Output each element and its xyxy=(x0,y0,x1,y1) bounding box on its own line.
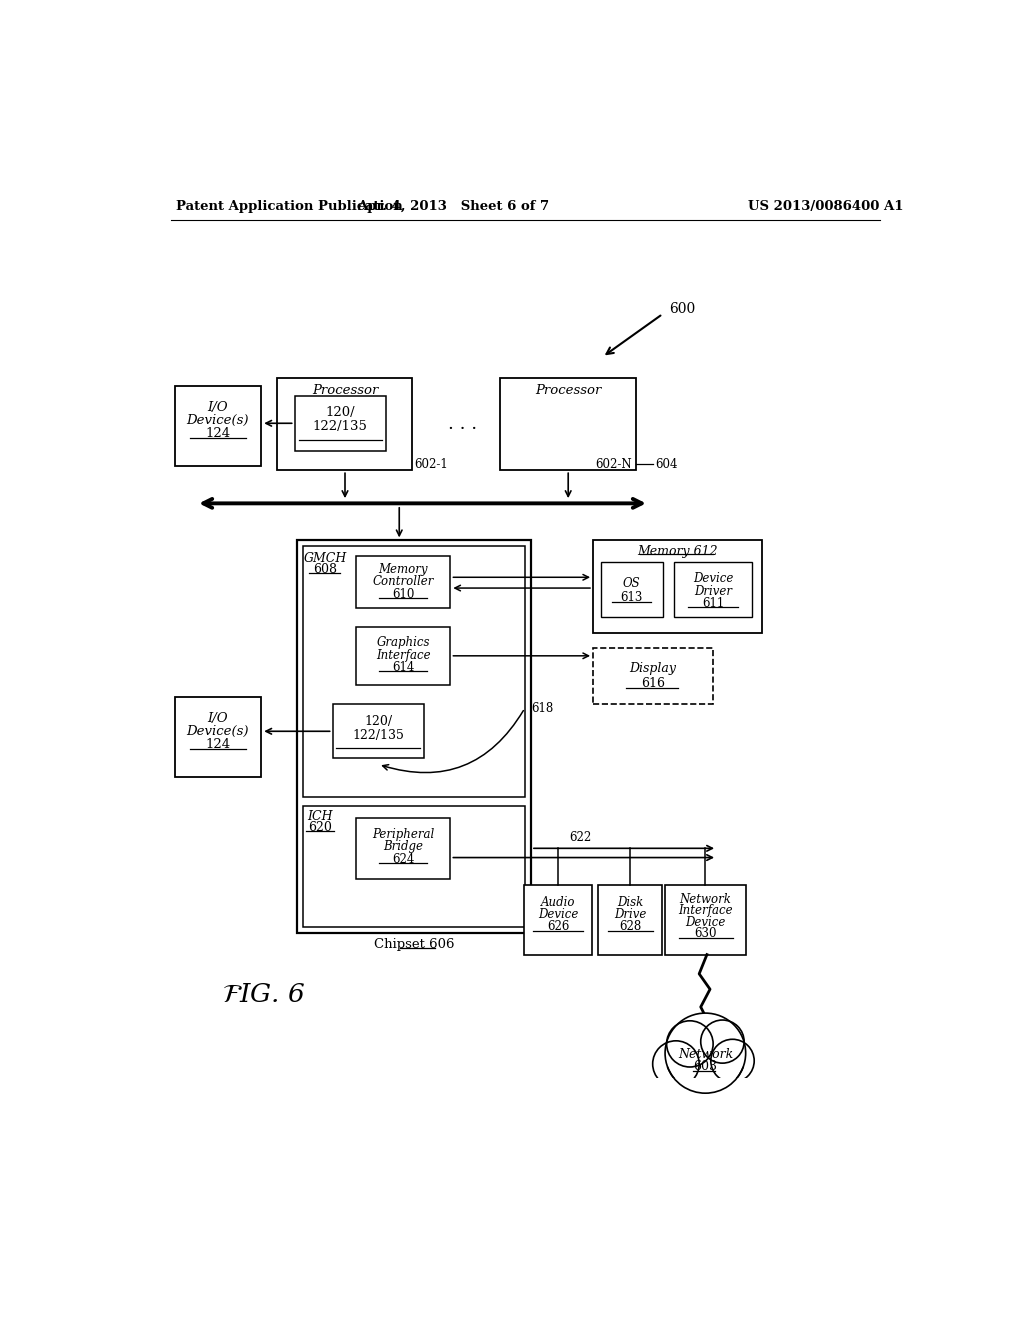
Text: . . .: . . . xyxy=(449,414,477,433)
Text: Apr. 4, 2013   Sheet 6 of 7: Apr. 4, 2013 Sheet 6 of 7 xyxy=(357,199,550,213)
Bar xyxy=(356,556,451,609)
Bar xyxy=(665,886,746,954)
Bar xyxy=(276,378,413,470)
Text: Graphics: Graphics xyxy=(377,636,430,649)
Text: 620: 620 xyxy=(308,821,332,834)
Text: Drive: Drive xyxy=(614,908,646,921)
Text: 608: 608 xyxy=(313,564,337,576)
Text: Network: Network xyxy=(678,1048,733,1061)
Bar xyxy=(303,546,524,797)
Text: 622: 622 xyxy=(569,832,592,843)
Text: Processor: Processor xyxy=(535,384,601,397)
Text: 613: 613 xyxy=(621,591,643,603)
Text: Network: Network xyxy=(680,892,731,906)
Text: 124: 124 xyxy=(206,738,230,751)
Text: Patent Application Publication: Patent Application Publication xyxy=(176,199,402,213)
Text: Device: Device xyxy=(538,908,579,921)
Text: Memory: Memory xyxy=(379,564,428,576)
Bar xyxy=(174,697,261,777)
Text: 628: 628 xyxy=(620,920,641,933)
Text: OS: OS xyxy=(623,577,641,590)
Text: $\mathcal{F}$IG. 6: $\mathcal{F}$IG. 6 xyxy=(222,982,305,1007)
Text: 120/: 120/ xyxy=(326,407,355,418)
Bar xyxy=(593,540,762,632)
Text: 624: 624 xyxy=(392,853,415,866)
Text: GMCH: GMCH xyxy=(303,552,346,565)
Text: Processor: Processor xyxy=(312,384,378,397)
Circle shape xyxy=(665,1014,745,1093)
Text: 610: 610 xyxy=(392,587,415,601)
Bar xyxy=(174,385,261,466)
Bar xyxy=(601,562,663,618)
Text: 618: 618 xyxy=(531,702,553,714)
Bar xyxy=(333,705,424,758)
Bar xyxy=(303,807,524,927)
Text: Device(s): Device(s) xyxy=(186,725,249,738)
Bar xyxy=(675,562,752,618)
Text: 122/135: 122/135 xyxy=(352,729,404,742)
Bar xyxy=(598,886,662,954)
Text: 611: 611 xyxy=(702,597,724,610)
Text: Peripheral: Peripheral xyxy=(372,828,434,841)
Text: Device(s): Device(s) xyxy=(186,413,249,426)
Text: US 2013/0086400 A1: US 2013/0086400 A1 xyxy=(748,199,903,213)
Bar xyxy=(297,540,531,933)
Text: Driver: Driver xyxy=(694,585,732,598)
Text: I/O: I/O xyxy=(208,711,228,725)
Text: Device: Device xyxy=(693,573,733,585)
Text: 603: 603 xyxy=(693,1060,718,1073)
Text: 630: 630 xyxy=(694,927,717,940)
Bar xyxy=(356,627,451,685)
Text: 604: 604 xyxy=(655,458,678,471)
Text: 614: 614 xyxy=(392,661,415,675)
Text: ICH: ICH xyxy=(307,810,333,824)
Circle shape xyxy=(652,1040,699,1088)
Text: Bridge: Bridge xyxy=(383,841,423,853)
Text: 626: 626 xyxy=(547,920,569,933)
Text: Chipset 606: Chipset 606 xyxy=(374,939,455,952)
Text: 124: 124 xyxy=(206,426,230,440)
Text: Disk: Disk xyxy=(617,896,643,908)
Bar xyxy=(593,648,713,704)
Text: Controller: Controller xyxy=(373,576,434,589)
Bar xyxy=(524,886,592,954)
Circle shape xyxy=(711,1039,755,1082)
Bar xyxy=(295,396,386,451)
Text: Audio: Audio xyxy=(541,896,575,908)
Text: 122/135: 122/135 xyxy=(313,420,368,433)
Text: Memory 612: Memory 612 xyxy=(637,545,718,557)
Circle shape xyxy=(667,1020,713,1067)
Text: 120/: 120/ xyxy=(365,714,392,727)
Text: Interface: Interface xyxy=(376,648,430,661)
Text: Display: Display xyxy=(629,661,676,675)
Text: I/O: I/O xyxy=(208,400,228,413)
Bar xyxy=(500,378,636,470)
Bar xyxy=(655,1077,756,1102)
Bar xyxy=(356,817,451,879)
Circle shape xyxy=(700,1020,744,1063)
Text: 616: 616 xyxy=(641,677,665,690)
Text: 602-1: 602-1 xyxy=(414,458,447,471)
Text: Device: Device xyxy=(685,916,726,929)
Text: 600: 600 xyxy=(669,301,695,315)
Text: 602-N: 602-N xyxy=(595,458,632,471)
Text: Interface: Interface xyxy=(678,904,733,917)
